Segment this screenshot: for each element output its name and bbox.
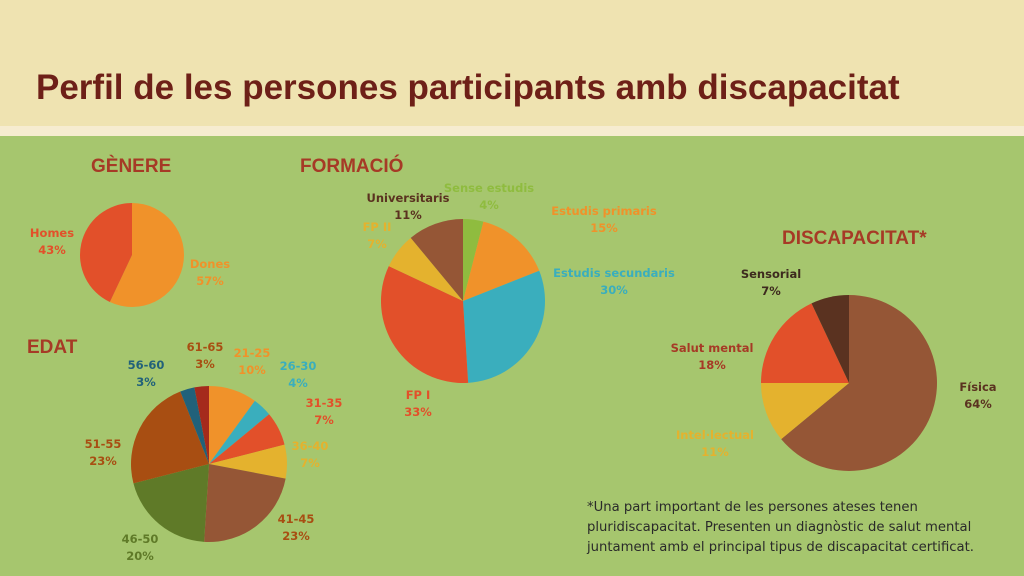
slice-label-formacio-5: FP II 7% [363,220,392,251]
slice-label-genere-1: Dones 57% [190,257,230,288]
pie-slice-edat-4 [209,444,288,479]
slice-label-formacio-3: Estudis secundaris 30% [553,266,675,297]
header-band [0,0,1024,132]
page-title: Perfil de les persones participants amb … [36,68,900,107]
pie-slice-edat-3 [209,414,285,464]
pie-slice-formacio-3 [463,270,546,383]
pie-slice-edat-1 [209,386,255,464]
slice-label-edat-8: 56-60 3% [128,358,165,389]
pie-slice-formacio-4 [380,266,469,384]
slice-label-formacio-6: Universitaris 11% [367,191,450,222]
pie-slice-edat-6 [133,464,209,542]
pie-slice-genere-2 [80,203,132,303]
slice-label-discapacitat-1: Física 64% [959,380,996,411]
pie-slice-edat-9 [194,386,209,464]
slice-label-edat-9: 61-65 3% [187,340,224,371]
pie-slice-formacio-6 [410,219,463,301]
pie-slice-edat-5 [204,464,286,543]
slice-label-formacio-2: Estudis primaris 15% [551,204,657,235]
slice-label-formacio-1: Sense estudis 4% [444,181,534,212]
pie-chart-formacio: Sense estudis 4% Estudis primaris 15% Estudi… [363,181,675,419]
slice-label-discapacitat-3: Salut mental 18% [671,341,754,372]
slice-label-edat-2: 26-30 4% [280,359,317,390]
pie-slice-edat-2 [209,400,270,464]
pie-slice-discapacitat-4 [811,295,849,383]
slice-label-formacio-4: FP I 33% [404,388,432,419]
pie-slice-genere-1 [109,203,185,307]
section-title-formacio: FORMACIÓ [300,156,404,177]
pie-slice-edat-7 [130,391,209,484]
pie-chart-discapacitat: Física 64% Intel·lectual 11% Salut mental 18%… [671,267,997,472]
section-title-genere: GÈNERE [91,156,172,177]
footnote: *Una part important de les persones ates… [587,500,974,555]
pie-slice-discapacitat-2 [761,383,849,440]
slice-label-edat-4: 36-40 7% [292,439,329,470]
slice-label-edat-6: 46-50 20% [122,532,159,563]
slice-label-discapacitat-2: Intel·lectual 11% [676,428,754,459]
slice-label-genere-2: Homes 43% [30,226,74,257]
pie-slice-edat-8 [180,387,209,464]
slice-label-edat-1: 21-25 10% [234,346,271,377]
pie-slice-discapacitat-1 [781,295,937,472]
pie-slice-formacio-2 [463,221,540,301]
slice-label-edat-7: 51-55 23% [85,437,122,468]
pie-chart-genere: Dones 57% Homes 43% [30,203,230,307]
section-title-discapacitat: DISCAPACITAT* [782,228,927,249]
pie-chart-edat: 21-25 10% 26-30 4% 31-35 7% 36-40 7% 41-45 23% 46-… [85,340,343,563]
pie-slice-formacio-1 [463,219,484,301]
pie-slice-discapacitat-3 [761,303,849,383]
header-divider [0,126,1024,136]
slice-label-edat-3: 31-35 7% [306,396,343,427]
slice-label-edat-5: 41-45 23% [278,512,315,543]
section-title-edat: EDAT [27,337,78,358]
slice-label-discapacitat-4: Sensorial 7% [741,267,801,298]
pie-slice-formacio-5 [388,237,463,301]
